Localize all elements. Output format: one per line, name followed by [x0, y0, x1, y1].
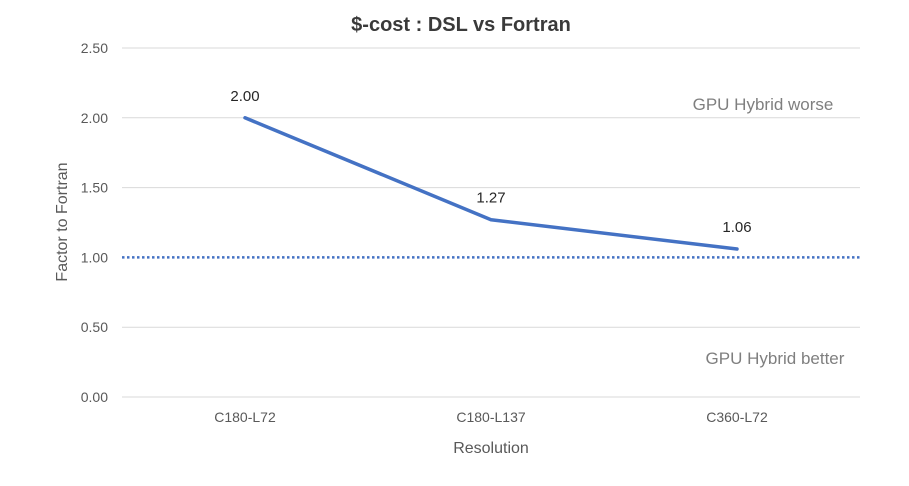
x-tick-label: C180-L72	[214, 409, 276, 425]
data-label: 1.27	[476, 190, 505, 207]
y-tick-label: 1.00	[81, 249, 108, 265]
y-axis-label: Factor to Fortran	[54, 162, 71, 281]
y-tick-label: 0.00	[81, 389, 108, 405]
y-tick-labels: 0.00 0.50 1.00 1.50 2.00 2.50	[81, 40, 108, 405]
chart-title: $-cost : DSL vs Fortran	[351, 14, 571, 36]
x-tick-labels: C180-L72 C180-L137 C360-L72	[214, 409, 768, 425]
data-label: 2.00	[230, 88, 259, 105]
x-tick-label: C180-L137	[456, 409, 525, 425]
y-tick-label: 2.00	[81, 110, 108, 126]
annotation-worse: GPU Hybrid worse	[693, 95, 834, 114]
data-labels: 2.00 1.27 1.06	[230, 88, 751, 236]
annotation-better: GPU Hybrid better	[706, 349, 845, 368]
series-line	[243, 116, 739, 251]
x-axis-label: Resolution	[453, 440, 529, 457]
x-tick-label: C360-L72	[706, 409, 768, 425]
data-label: 1.06	[722, 219, 751, 236]
y-tick-label: 0.50	[81, 319, 108, 335]
y-tick-label: 1.50	[81, 180, 108, 196]
y-tick-label: 2.50	[81, 40, 108, 56]
